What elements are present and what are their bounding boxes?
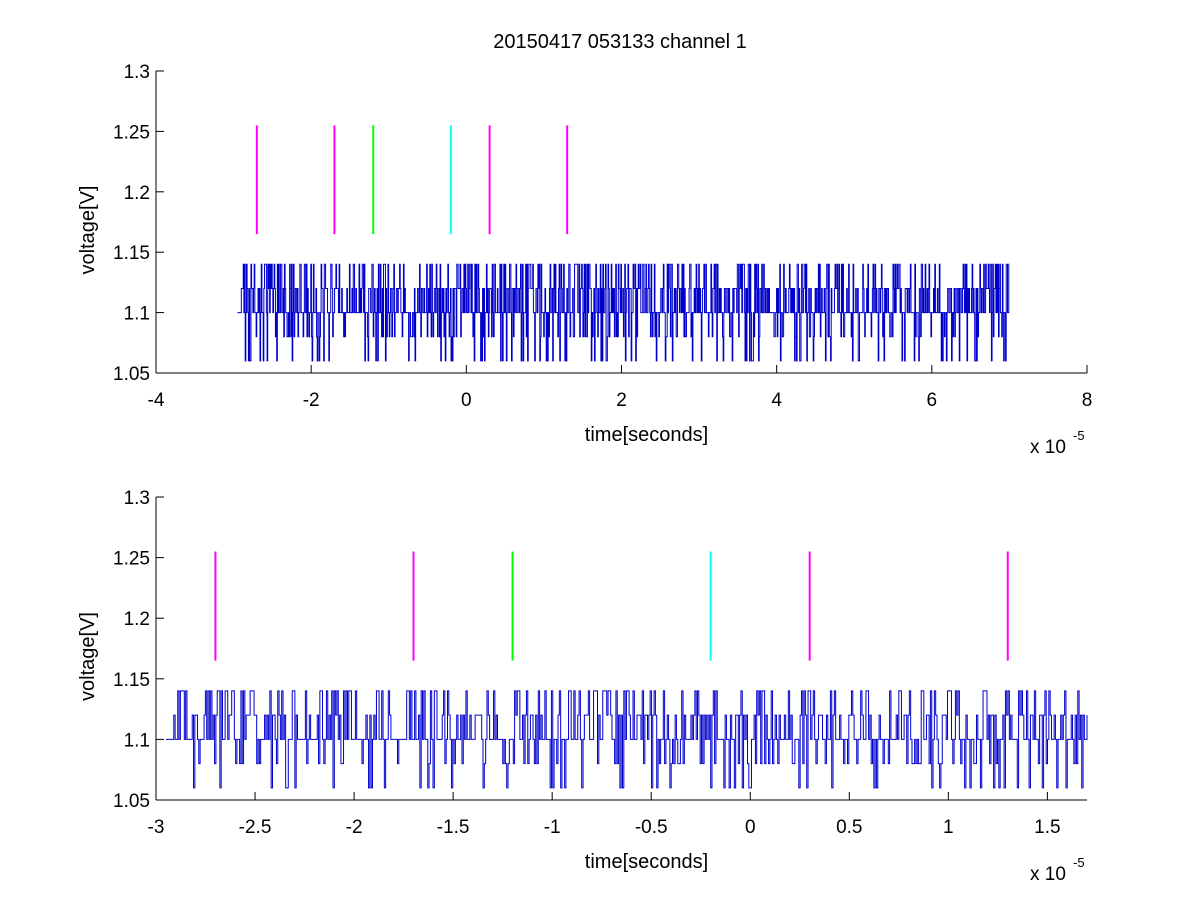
- y-axis-label: voltage[V]: [77, 612, 99, 701]
- y-tick-label: 1.3: [124, 488, 150, 509]
- x-exponent-superscript: -5: [1073, 855, 1085, 870]
- x-tick-label: 1: [943, 817, 954, 838]
- y-axis-label: voltage[V]: [77, 186, 99, 275]
- x-tick-label: 8: [1082, 390, 1093, 411]
- voltage-trace-line: [165, 690, 1088, 789]
- y-tick-label: 1.15: [113, 243, 150, 264]
- x-tick-label: 1.5: [1034, 817, 1060, 838]
- y-tick-label: 1.25: [113, 122, 150, 143]
- x-exponent-label: x 10: [1030, 437, 1066, 458]
- x-tick-label: -1.5: [437, 817, 470, 838]
- y-tick-label: 1.1: [124, 304, 150, 325]
- x-tick-label: 0: [461, 390, 472, 411]
- x-tick-label: -2: [303, 390, 320, 411]
- x-tick-label: -1: [544, 817, 561, 838]
- x-tick-label: 4: [771, 390, 782, 411]
- x-tick-label: -2.5: [239, 817, 272, 838]
- x-tick-label: -2: [346, 817, 363, 838]
- x-tick-label: -3: [148, 817, 165, 838]
- top-plot-panel: -4 -2 0 2 4 6 8 1.05 1.1 1.15 1.2 1.25 1.3 time[secon…: [77, 62, 1092, 458]
- x-axis-label: time[seconds]: [585, 424, 708, 446]
- y-tick-label: 1.25: [113, 549, 150, 570]
- x-tick-label: 0.5: [836, 817, 862, 838]
- voltage-trace-line: [237, 263, 1010, 362]
- x-exponent-label: x 10: [1030, 864, 1066, 885]
- y-tick-label: 1.05: [113, 364, 150, 385]
- y-tick-label: 1.15: [113, 670, 150, 691]
- x-tick-label: 0: [745, 817, 756, 838]
- y-tick-label: 1.1: [124, 730, 150, 751]
- x-tick-label: 2: [616, 390, 627, 411]
- y-tick-label: 1.05: [113, 791, 150, 812]
- x-exponent-superscript: -5: [1073, 428, 1085, 443]
- y-tick-label: 1.3: [124, 62, 150, 83]
- x-tick-label: -0.5: [635, 817, 668, 838]
- y-tick-label: 1.2: [124, 609, 150, 630]
- x-tick-label: -4: [148, 390, 165, 411]
- y-tick-label: 1.2: [124, 183, 150, 204]
- chart-title: 20150417 053133 channel 1: [493, 31, 747, 53]
- bottom-plot-panel: -3 -2.5 -2 -1.5 -1 -0.5 0 0.5 1 1.5 1.05 1.1 1.15 1.2…: [77, 488, 1088, 885]
- x-axis-label: time[seconds]: [585, 851, 708, 873]
- x-tick-label: 6: [927, 390, 938, 411]
